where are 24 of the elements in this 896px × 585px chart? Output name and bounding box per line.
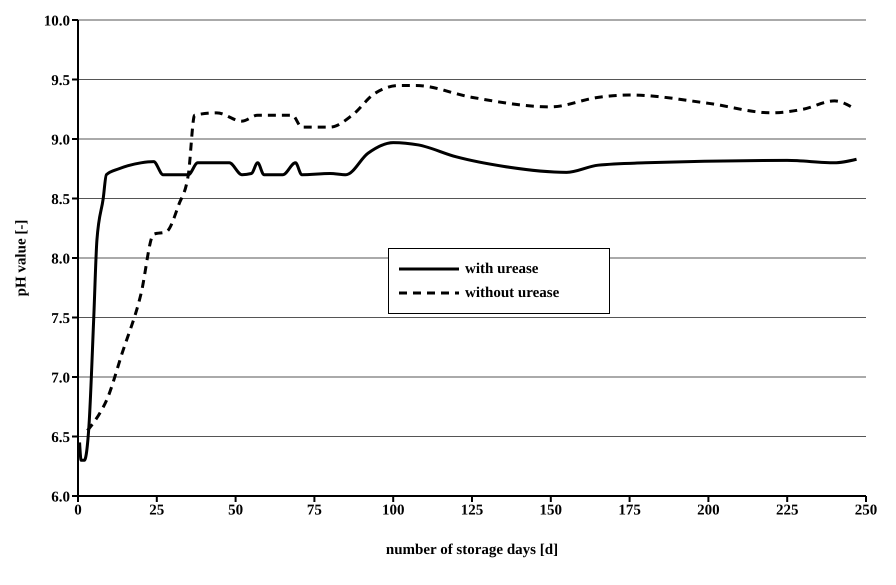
x-tick-label: 175 bbox=[618, 502, 641, 519]
y-tick-label: 9.5 bbox=[51, 72, 70, 89]
y-tick-label: 7.0 bbox=[51, 370, 70, 386]
y-tick-label: 10.0 bbox=[44, 13, 70, 30]
y-tick-label: 9.0 bbox=[51, 132, 70, 148]
y-tick-label: 8.0 bbox=[51, 251, 70, 268]
x-tick-label: 100 bbox=[382, 502, 404, 519]
x-tick-label: 250 bbox=[854, 502, 878, 519]
legend-label: with urease bbox=[465, 260, 538, 278]
x-tick-label: 0 bbox=[74, 502, 82, 519]
x-tick-label: 225 bbox=[776, 502, 798, 519]
y-tick-label: 7.5 bbox=[51, 310, 70, 327]
x-tick-label: 25 bbox=[149, 502, 164, 519]
x-tick-label: 150 bbox=[540, 502, 562, 519]
x-tick-label: 75 bbox=[306, 502, 322, 519]
y-tick-label: 6.0 bbox=[51, 489, 70, 506]
y-axis-title: pH value [-] bbox=[13, 220, 30, 296]
x-tick-label: 50 bbox=[228, 502, 244, 519]
x-axis-title: number of storage days [d] bbox=[386, 542, 558, 558]
y-tick-label: 8.5 bbox=[51, 192, 70, 208]
legend-label: without urease bbox=[465, 284, 560, 302]
x-tick-label: 125 bbox=[460, 502, 484, 519]
x-tick-label: 200 bbox=[697, 502, 720, 519]
y-tick-label: 6.5 bbox=[51, 430, 70, 446]
